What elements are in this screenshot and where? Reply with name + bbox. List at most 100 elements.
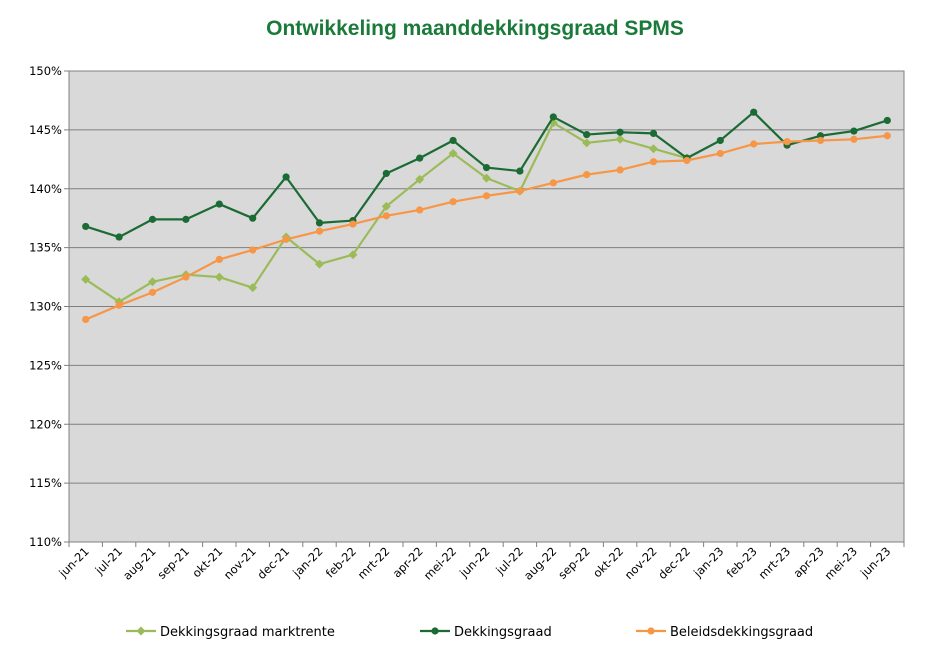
data-point — [615, 134, 625, 144]
data-point — [716, 149, 724, 158]
data-point — [750, 140, 758, 148]
data-point — [482, 192, 491, 200]
data-point — [750, 108, 758, 116]
x-tick-label: feb-22 — [323, 544, 359, 580]
y-tick-label: 145% — [29, 123, 62, 137]
data-point — [649, 158, 658, 166]
data-point — [282, 235, 290, 243]
data-point — [416, 154, 424, 162]
y-tick-label: 125% — [29, 358, 62, 372]
data-point — [416, 206, 424, 214]
data-point — [349, 220, 357, 228]
y-tick-label: 140% — [29, 182, 62, 196]
x-tick-label: jun-23 — [857, 544, 893, 580]
x-tick-label: jan-22 — [289, 544, 325, 580]
data-point — [683, 156, 691, 165]
data-point — [850, 127, 858, 135]
data-point — [616, 128, 624, 136]
x-tick-label: okt-21 — [189, 544, 225, 580]
legend-marker — [136, 626, 146, 636]
chart-title: Ontwikkeling maanddekkingsgraad SPMS — [266, 17, 684, 40]
data-point — [182, 273, 190, 281]
legend: Dekkingsgraad marktrente Dekkingsgraad Bel… — [126, 625, 813, 640]
legend-item: Dekkingsgraad — [420, 625, 552, 640]
data-point — [81, 274, 91, 284]
data-point — [482, 163, 491, 172]
data-point — [382, 212, 390, 220]
data-point — [148, 288, 157, 296]
x-tick-label: dec-22 — [655, 544, 693, 582]
x-tick-label: mrt-23 — [756, 544, 794, 582]
data-point — [582, 138, 592, 148]
data-point — [215, 255, 223, 263]
legend-label: Dekkingsgraad marktrente — [160, 625, 335, 640]
y-tick-label: 115% — [29, 476, 62, 490]
x-tick-label: nov-22 — [622, 544, 660, 582]
data-point — [148, 277, 157, 287]
x-tick-label: feb-23 — [724, 544, 760, 580]
x-tick-label: okt-22 — [590, 544, 626, 580]
legend-label: Dekkingsgraad — [454, 625, 552, 640]
data-point — [381, 201, 391, 211]
data-point — [649, 144, 658, 154]
data-point — [249, 214, 257, 222]
y-tick-label: 120% — [29, 417, 62, 431]
data-point — [449, 136, 457, 145]
data-point — [282, 173, 290, 181]
data-point — [215, 200, 223, 208]
data-point — [249, 246, 257, 254]
data-point — [348, 250, 358, 260]
x-tick-label: jan-23 — [690, 544, 726, 580]
data-point — [315, 219, 324, 227]
x-tick-label: nov-21 — [221, 544, 259, 582]
x-tick-label: apr-22 — [390, 544, 426, 580]
data-point — [883, 116, 891, 125]
data-point — [82, 315, 90, 324]
data-point — [783, 138, 791, 146]
data-point — [415, 174, 425, 184]
y-tick-label: 135% — [29, 241, 62, 255]
legend-item: Beleidsdekkingsgraad — [636, 625, 813, 640]
x-tick-label: jun-21 — [55, 544, 91, 580]
data-point — [549, 113, 557, 121]
data-point — [248, 283, 258, 293]
data-point — [382, 169, 390, 178]
x-tick-label: mei-22 — [421, 544, 459, 582]
data-point — [115, 301, 123, 309]
data-point — [816, 136, 825, 145]
data-point — [516, 167, 524, 175]
data-point — [583, 130, 591, 139]
data-point — [516, 187, 524, 195]
x-tick-label: dec-21 — [254, 544, 292, 582]
data-point — [315, 227, 324, 235]
y-tick-label: 150% — [29, 64, 62, 78]
data-point — [583, 171, 591, 179]
data-point — [315, 259, 324, 269]
data-point — [883, 132, 891, 140]
legend-label: Beleidsdekkingsgraad — [670, 625, 813, 640]
y-tick-label: 110% — [29, 535, 62, 549]
x-tick-label: aug-21 — [120, 544, 158, 582]
x-tick-label: aug-22 — [521, 544, 559, 582]
x-tick-label: mrt-22 — [355, 544, 393, 582]
gridlines — [69, 129, 904, 484]
data-point — [148, 215, 157, 223]
data-point — [649, 129, 658, 138]
x-tick-label: jun-22 — [456, 544, 492, 580]
x-tick-label: mei-23 — [822, 544, 860, 582]
x-tick-label: sep-21 — [154, 544, 192, 582]
data-point — [82, 222, 90, 231]
legend-item: Dekkingsgraad marktrente — [126, 625, 335, 640]
data-point — [716, 136, 724, 145]
data-point — [214, 272, 224, 282]
y-axis-tick-labels: 110% 115% 120% 125% 130% 135% 140% 145% 150% — [29, 64, 69, 549]
x-axis: jun-21 jul-21aug-21sep-21okt-21nov-21dec-… — [55, 542, 905, 583]
data-point — [549, 179, 557, 187]
data-point — [616, 166, 624, 174]
series-3 — [82, 132, 891, 324]
legend-marker — [647, 627, 655, 635]
data-point — [182, 215, 190, 223]
data-point — [482, 173, 491, 183]
data-point — [449, 198, 457, 206]
